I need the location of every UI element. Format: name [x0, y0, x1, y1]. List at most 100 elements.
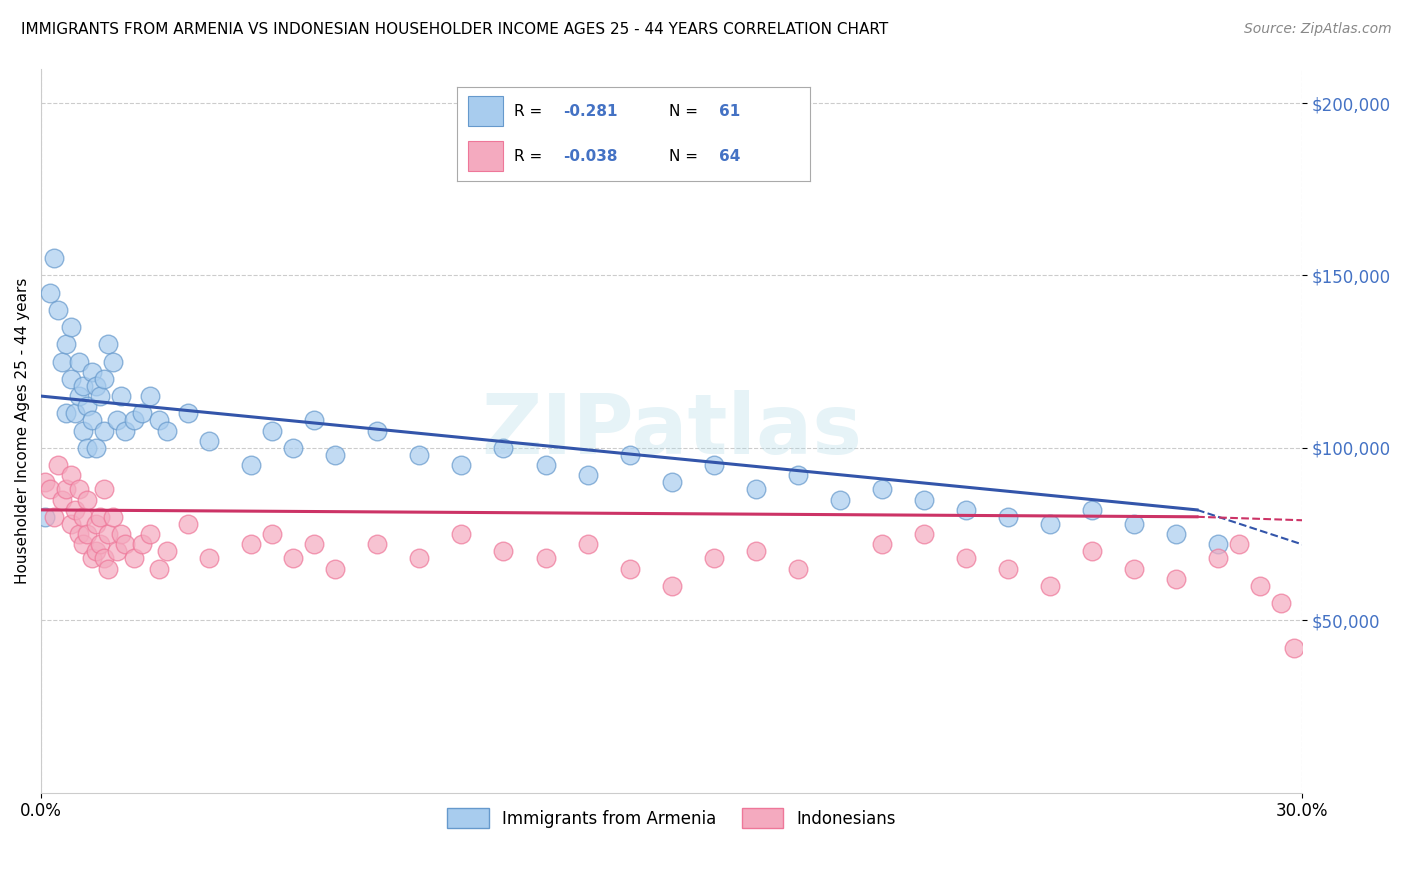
Point [51, 492, 73, 507]
Point [84, 378, 107, 392]
Point [240, 537, 263, 551]
Point [110, 527, 132, 541]
Point [703, 458, 725, 472]
Point [786, 561, 808, 575]
Point [72, 378, 94, 392]
Point [1164, 572, 1187, 586]
Point [84, 544, 107, 558]
Point [93, 424, 115, 438]
Point [955, 503, 977, 517]
Point [131, 406, 153, 420]
Point [80, 413, 103, 427]
Point [262, 424, 284, 438]
Point [283, 441, 305, 455]
Point [828, 492, 851, 507]
Point [93, 372, 115, 386]
Point [283, 551, 305, 566]
Point [97, 527, 120, 541]
Point [177, 516, 200, 531]
Point [450, 527, 472, 541]
Point [912, 492, 935, 507]
Point [744, 544, 766, 558]
Point [177, 406, 200, 420]
Point [619, 448, 641, 462]
Point [122, 413, 145, 427]
Point [89, 509, 111, 524]
Point [80, 365, 103, 379]
Point [139, 527, 162, 541]
Point [534, 458, 557, 472]
Point [408, 551, 430, 566]
Point [93, 551, 115, 566]
Point [76, 441, 98, 455]
Point [148, 413, 170, 427]
Point [59, 516, 82, 531]
Point [156, 424, 179, 438]
Point [59, 320, 82, 334]
Point [492, 441, 515, 455]
Point [84, 441, 107, 455]
Point [619, 561, 641, 575]
Point [101, 354, 124, 368]
Point [89, 537, 111, 551]
Point [105, 544, 128, 558]
Point [366, 537, 388, 551]
Point [325, 561, 347, 575]
Point [534, 551, 557, 566]
Point [131, 537, 153, 551]
Point [304, 413, 326, 427]
Point [912, 527, 935, 541]
Point [1206, 551, 1229, 566]
Point [304, 537, 326, 551]
Point [1081, 503, 1104, 517]
Point [38, 285, 60, 300]
Point [76, 527, 98, 541]
Y-axis label: Householder Income Ages 25 - 44 years: Householder Income Ages 25 - 44 years [15, 277, 30, 583]
Point [93, 482, 115, 496]
Point [997, 509, 1019, 524]
Point [492, 544, 515, 558]
Point [240, 458, 263, 472]
Point [76, 400, 98, 414]
Point [997, 561, 1019, 575]
Point [59, 372, 82, 386]
Point [1164, 527, 1187, 541]
Point [67, 482, 90, 496]
Point [703, 551, 725, 566]
Point [139, 389, 162, 403]
Point [661, 475, 683, 490]
Point [89, 389, 111, 403]
Point [1249, 579, 1271, 593]
Point [67, 389, 90, 403]
Point [870, 537, 893, 551]
Point [955, 551, 977, 566]
Point [870, 482, 893, 496]
Point [156, 544, 179, 558]
Point [67, 527, 90, 541]
Point [63, 406, 86, 420]
Point [262, 527, 284, 541]
Point [1270, 596, 1292, 610]
Text: Source: ZipAtlas.com: Source: ZipAtlas.com [1244, 22, 1392, 37]
Point [80, 551, 103, 566]
Text: ZIPatlas: ZIPatlas [481, 390, 862, 471]
Point [55, 406, 77, 420]
Point [42, 509, 65, 524]
Point [576, 537, 599, 551]
Point [46, 302, 69, 317]
Point [34, 509, 56, 524]
Point [55, 337, 77, 351]
Point [114, 537, 136, 551]
Point [122, 551, 145, 566]
Point [51, 354, 73, 368]
Point [101, 509, 124, 524]
Point [72, 509, 94, 524]
Point [148, 561, 170, 575]
Point [198, 434, 221, 448]
Text: IMMIGRANTS FROM ARMENIA VS INDONESIAN HOUSEHOLDER INCOME AGES 25 - 44 YEARS CORR: IMMIGRANTS FROM ARMENIA VS INDONESIAN HO… [21, 22, 889, 37]
Point [786, 468, 808, 483]
Point [72, 537, 94, 551]
Point [76, 492, 98, 507]
Point [55, 482, 77, 496]
Point [114, 424, 136, 438]
